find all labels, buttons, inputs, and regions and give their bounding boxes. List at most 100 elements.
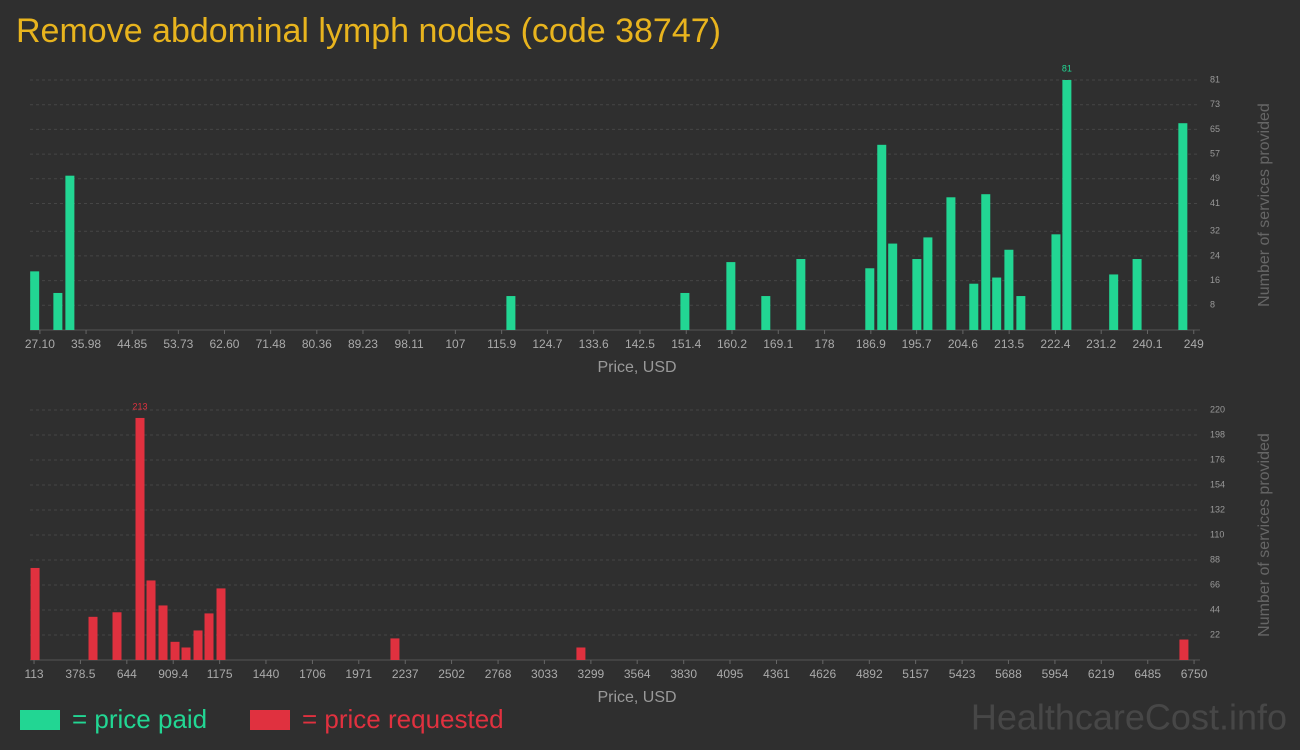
value-label: 81 xyxy=(1062,63,1072,73)
bar xyxy=(158,605,168,660)
bar xyxy=(865,268,875,330)
x-tick-label: 160.2 xyxy=(717,337,747,351)
y-tick-label: 22 xyxy=(1210,629,1220,639)
x-tick-label: 378.5 xyxy=(65,667,95,681)
x-tick-label: 6750 xyxy=(1181,667,1208,681)
y-tick-label: 16 xyxy=(1210,275,1220,285)
bar xyxy=(1178,123,1188,331)
x-tick-label: 249 xyxy=(1184,337,1204,351)
bar xyxy=(981,194,991,330)
x-tick-label: 115.9 xyxy=(487,337,516,351)
bar xyxy=(204,613,214,660)
bar xyxy=(506,296,516,330)
title: Remove abdominal lymph nodes (code 38747… xyxy=(16,12,721,50)
bar xyxy=(877,144,887,330)
bar xyxy=(390,638,400,660)
value-label: 213 xyxy=(132,401,147,411)
bar xyxy=(1051,234,1061,330)
bar xyxy=(969,283,979,330)
bar xyxy=(576,647,586,660)
x-tick-label: 4361 xyxy=(763,667,790,681)
y-tick-label: 73 xyxy=(1210,99,1220,109)
bar xyxy=(680,292,690,330)
x-tick-label: 113 xyxy=(24,667,43,681)
x-axis-label: Price, USD xyxy=(597,689,676,706)
bar xyxy=(923,237,933,330)
x-tick-label: 3830 xyxy=(670,667,697,681)
bar xyxy=(992,277,1002,330)
x-tick-label: 186.9 xyxy=(856,337,886,351)
x-tick-label: 1440 xyxy=(253,667,280,681)
y-tick-label: 44 xyxy=(1210,604,1220,614)
y-tick-label: 8 xyxy=(1210,300,1215,310)
legend-swatch xyxy=(250,710,290,730)
y-tick-label: 41 xyxy=(1210,198,1220,208)
x-tick-label: 2768 xyxy=(485,667,512,681)
y-axis-label: Number of services provided xyxy=(1256,103,1273,307)
x-tick-label: 3564 xyxy=(624,667,651,681)
x-tick-label: 5688 xyxy=(995,667,1022,681)
y-tick-label: 110 xyxy=(1210,529,1224,539)
x-tick-label: 909.4 xyxy=(158,667,188,681)
x-tick-label: 3033 xyxy=(531,667,558,681)
y-tick-label: 88 xyxy=(1210,554,1220,564)
bar xyxy=(726,262,736,330)
x-tick-label: 5157 xyxy=(902,667,929,681)
y-tick-label: 198 xyxy=(1210,429,1225,439)
bar xyxy=(1016,296,1026,330)
y-tick-label: 220 xyxy=(1210,404,1225,414)
x-tick-label: 107 xyxy=(445,337,465,351)
y-tick-label: 154 xyxy=(1210,479,1225,489)
x-tick-label: 644 xyxy=(117,667,137,681)
x-tick-label: 89.23 xyxy=(348,337,378,351)
bar xyxy=(112,612,122,660)
x-tick-label: 1971 xyxy=(345,667,372,681)
watermark: HealthcareCost.info xyxy=(971,697,1287,738)
y-tick-label: 57 xyxy=(1210,148,1220,158)
x-tick-label: 222.4 xyxy=(1040,337,1070,351)
y-tick-label: 176 xyxy=(1210,454,1225,464)
bar xyxy=(146,580,156,660)
x-tick-label: 240.1 xyxy=(1132,337,1162,351)
x-tick-label: 53.73 xyxy=(163,337,193,351)
bar xyxy=(193,630,203,660)
bar xyxy=(1004,249,1014,330)
x-tick-label: 2237 xyxy=(392,667,419,681)
x-tick-label: 27.10 xyxy=(25,337,55,351)
bar xyxy=(1062,80,1072,330)
legend-label: = price requested xyxy=(302,704,504,734)
x-tick-label: 213.5 xyxy=(994,337,1024,351)
bar xyxy=(1109,274,1119,330)
bar xyxy=(88,616,98,660)
bar xyxy=(53,292,63,330)
x-tick-label: 2502 xyxy=(438,667,465,681)
x-tick-label: 1706 xyxy=(299,667,326,681)
x-tick-label: 1175 xyxy=(207,667,233,681)
y-axis-label: Number of services provided xyxy=(1256,433,1273,637)
x-tick-label: 204.6 xyxy=(948,337,978,351)
legend-label: = price paid xyxy=(72,704,207,734)
x-tick-label: 231.2 xyxy=(1086,337,1116,351)
bar xyxy=(761,296,771,330)
x-tick-label: 151.4 xyxy=(671,337,701,351)
y-tick-label: 24 xyxy=(1210,250,1220,260)
bar xyxy=(1132,259,1142,330)
bar xyxy=(1179,639,1189,660)
x-tick-label: 4095 xyxy=(717,667,744,681)
bar xyxy=(946,197,956,330)
x-tick-label: 35.98 xyxy=(71,337,101,351)
x-tick-label: 80.36 xyxy=(302,337,332,351)
x-tick-label: 62.60 xyxy=(209,337,239,351)
y-tick-label: 66 xyxy=(1210,579,1220,589)
bar xyxy=(216,588,226,660)
bar xyxy=(181,647,191,660)
bar xyxy=(170,641,180,660)
x-axis-label: Price, USD xyxy=(597,359,676,376)
legend-swatch xyxy=(20,710,60,730)
x-tick-label: 3299 xyxy=(578,667,605,681)
x-tick-label: 5954 xyxy=(1042,667,1069,681)
y-tick-label: 32 xyxy=(1210,226,1220,236)
x-tick-label: 133.6 xyxy=(579,337,609,351)
y-tick-label: 81 xyxy=(1210,74,1220,84)
